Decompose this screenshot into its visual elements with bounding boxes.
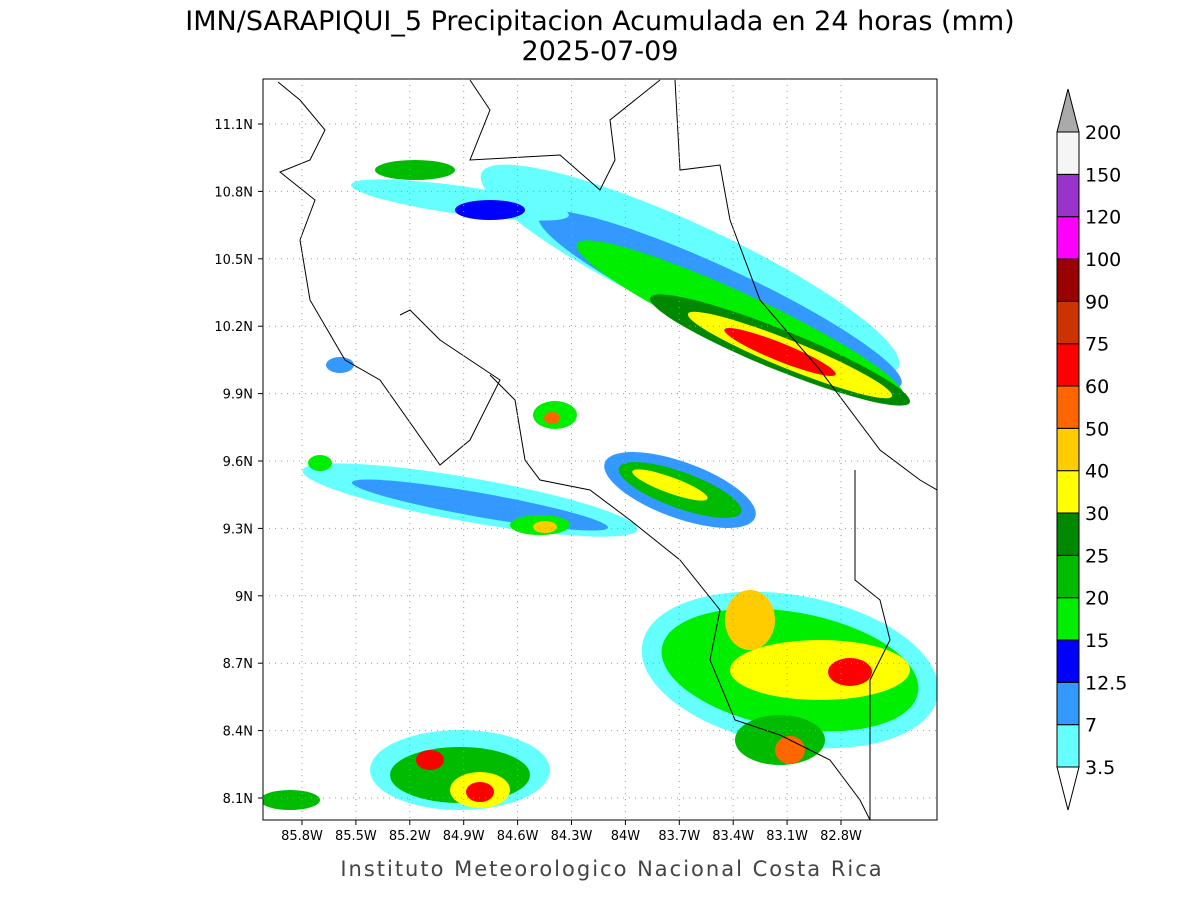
lat-tick-label: 9.6N: [223, 455, 253, 470]
lat-tick-label: 9.3N: [223, 522, 253, 537]
title: IMN/SARAPIQUI_5 Precipitacion Acumulada …: [185, 6, 1014, 37]
colorbar-over: [1056, 88, 1080, 133]
lon-tick-label: 82.8W: [820, 829, 862, 844]
colorbar-swatch: [1056, 554, 1080, 599]
lat-tick-label: 9N: [235, 590, 253, 605]
lon-tick-label: 85.5W: [335, 829, 377, 844]
map-frame: [262, 78, 938, 821]
colorbar-label: 25: [1085, 545, 1109, 567]
colorbar-swatch: [1056, 597, 1080, 641]
lon-tick-label: 84.9W: [443, 829, 485, 844]
colorbar-label: 200: [1085, 122, 1121, 144]
colorbar-label: 15: [1085, 630, 1109, 652]
lat-tick-label: 8.4N: [223, 725, 253, 740]
precip-field: [263, 160, 937, 810]
lat-tick-label: 11.1N: [214, 118, 253, 133]
lon-tick-label: 83.4W: [712, 829, 754, 844]
lat-tick-label: 8.7N: [223, 657, 253, 672]
colorbar-label: 120: [1085, 207, 1121, 229]
colorbar-label: 40: [1085, 461, 1109, 483]
colorbar-swatch: [1056, 724, 1080, 768]
colorbar-under: [1056, 766, 1080, 811]
colorbar-label: 7: [1085, 715, 1097, 737]
colorbar-swatch: [1056, 470, 1080, 514]
lon-tick-label: 85.8W: [281, 829, 323, 844]
lon-tick-label: 85.2W: [389, 829, 431, 844]
lon-tick-label: 83.7W: [658, 829, 700, 844]
colorbar-swatch: [1056, 681, 1080, 726]
lon-tick-label: 84.3W: [551, 829, 593, 844]
lat-tick-label: 10.2N: [214, 320, 253, 335]
colorbar-swatch: [1056, 385, 1080, 429]
colorbar-label: 100: [1085, 249, 1121, 271]
colorbar-swatch: [1056, 639, 1080, 683]
footer: Instituto Meteorologico Nacional Costa R…: [340, 857, 883, 881]
colorbar-swatch: [1056, 512, 1080, 556]
lon-tick-label: 83.1W: [766, 829, 808, 844]
colorbar-label: 30: [1085, 503, 1109, 525]
colorbar-swatch: [1056, 173, 1080, 218]
lat-tick-label: 10.8N: [214, 185, 253, 200]
coastline: [277, 79, 937, 820]
colorbar-label: 60: [1085, 376, 1109, 398]
colorbar-label: 50: [1085, 418, 1109, 440]
colorbar-label: 150: [1085, 164, 1121, 186]
subtitle: 2025-07-09: [522, 36, 679, 67]
lon-tick-label: 84.6W: [497, 829, 539, 844]
colorbar-swatch: [1056, 343, 1080, 387]
colorbar-label: 3.5: [1085, 757, 1115, 779]
colorbar-swatch: [1056, 131, 1080, 175]
colorbar-label: 20: [1085, 588, 1109, 610]
lat-tick-label: 9.9N: [223, 388, 253, 403]
colorbar-swatch: [1056, 427, 1080, 472]
colorbar-swatch: [1056, 258, 1080, 302]
lon-tick-label: 84W: [611, 829, 641, 844]
colorbar-label: 75: [1085, 334, 1109, 356]
colorbar-label: 90: [1085, 291, 1109, 313]
colorbar-swatch: [1056, 300, 1080, 345]
colorbar-swatch: [1056, 216, 1080, 260]
lat-tick-label: 8.1N: [223, 792, 253, 807]
colorbar-label: 12.5: [1085, 672, 1127, 694]
lat-tick-label: 10.5N: [214, 253, 253, 268]
